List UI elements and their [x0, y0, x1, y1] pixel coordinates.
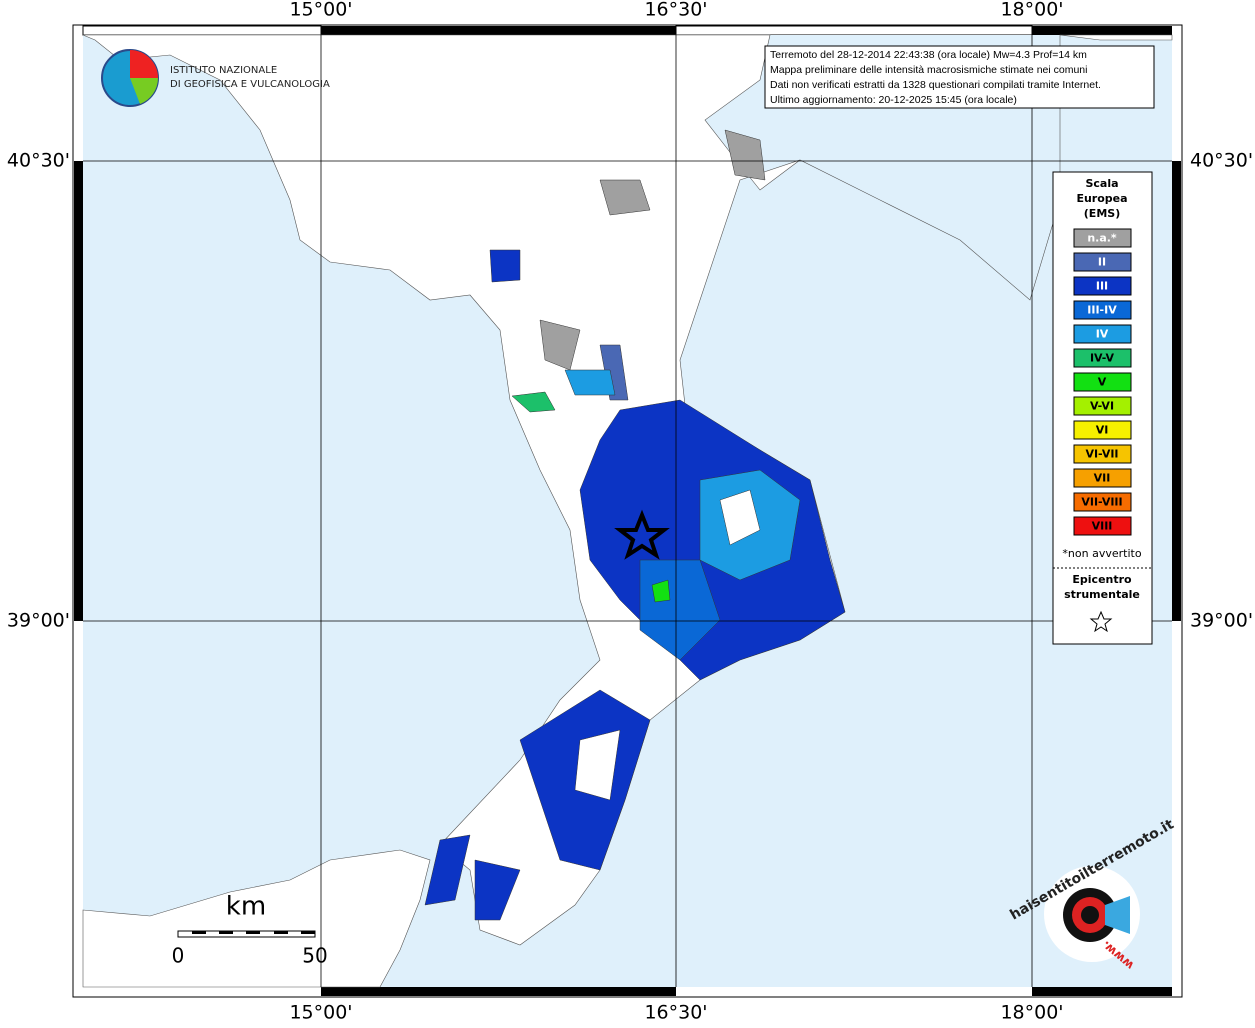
legend-label: IV	[1096, 328, 1109, 341]
lon-label: 18°00'	[1000, 0, 1063, 21]
legend-label: V	[1098, 376, 1107, 389]
legend-swatch	[1073, 228, 1132, 248]
legend-swatch	[1073, 396, 1132, 416]
scale-label: 50	[302, 944, 327, 968]
legend-swatch	[1073, 348, 1132, 368]
legend-label: IV-V	[1090, 352, 1115, 365]
info-line: Ultimo aggiornamento: 20-12-2025 15:45 (…	[770, 94, 1017, 106]
legend-swatch	[1073, 492, 1132, 512]
legend-label: III	[1096, 280, 1108, 293]
lon-label: 15°00'	[289, 1002, 352, 1024]
legend-label: VI	[1096, 424, 1109, 437]
legend-label: VI-VII	[1085, 448, 1118, 461]
info-line: Mappa preliminare delle intensità macros…	[770, 64, 1087, 76]
info-box	[764, 45, 1155, 109]
legend-title: Europea	[1076, 192, 1127, 205]
legend-swatch	[1073, 444, 1132, 464]
graticule-labels: 15°00' 16°30' 18°00' 15°00' 16°30' 18°00…	[7, 0, 1253, 1024]
legend-title: (EMS)	[1084, 207, 1120, 220]
legend-label: V-VI	[1090, 400, 1114, 413]
legend-swatch	[1073, 252, 1132, 272]
legend-epicenter: Epicentro	[1072, 573, 1132, 586]
scale-unit: km	[226, 892, 266, 922]
legend-star	[1089, 610, 1113, 633]
legend-swatch	[1073, 420, 1132, 440]
lat-label: 40°30'	[1190, 150, 1253, 172]
info-line: Dati non verificati estratti da 1328 que…	[770, 79, 1101, 91]
logo-text: DI GEOFISICA E VULCANOLOGIA	[170, 79, 330, 90]
legend-label: II	[1098, 256, 1106, 269]
lat-label: 39°00'	[7, 610, 70, 632]
lon-label: 15°00'	[289, 0, 352, 21]
scale-bar: km 0 50	[172, 892, 328, 968]
lon-label: 16°30'	[644, 1002, 707, 1024]
legend-label: III-IV	[1087, 304, 1117, 317]
legend-swatch	[1073, 276, 1132, 296]
graticule	[83, 35, 1172, 987]
lon-label: 16°30'	[644, 0, 707, 21]
lon-label: 18°00'	[1000, 1002, 1063, 1024]
legend-label: VIII	[1092, 520, 1113, 533]
legend-label: VII	[1094, 472, 1111, 485]
legend-swatch	[1073, 324, 1132, 344]
legend-swatch	[1073, 300, 1132, 320]
legend-title: Scala	[1085, 177, 1118, 190]
lat-label: 40°30'	[7, 150, 70, 172]
lat-label: 39°00'	[1190, 610, 1253, 632]
legend-swatch	[1073, 468, 1132, 488]
legend: *non avvertito Epicentro strumentale Sca…	[1052, 171, 1153, 645]
intensity-areas	[424, 129, 846, 921]
legend-epicenter: strumentale	[1064, 588, 1140, 601]
info-text: Terremoto del 28-12-2014 22:43:38 (ora l…	[770, 49, 1101, 106]
legend-label: n.a.*	[1087, 232, 1117, 245]
frame	[72, 24, 1183, 998]
frame-bars	[74, 25, 1181, 996]
legend-note: *non avvertito	[1062, 547, 1141, 560]
logo: ISTITUTO NAZIONALE DI GEOFISICA E VULCAN…	[101, 49, 330, 107]
epicenter-star	[614, 509, 670, 560]
info-line: Terremoto del 28-12-2014 22:43:38 (ora l…	[770, 49, 1087, 61]
legend-label: VII-VIII	[1081, 496, 1122, 509]
scale-label: 0	[172, 944, 185, 968]
legend-swatch	[1073, 372, 1132, 392]
legend-swatch	[1073, 516, 1132, 536]
logo-text: ISTITUTO NAZIONALE	[170, 65, 277, 76]
